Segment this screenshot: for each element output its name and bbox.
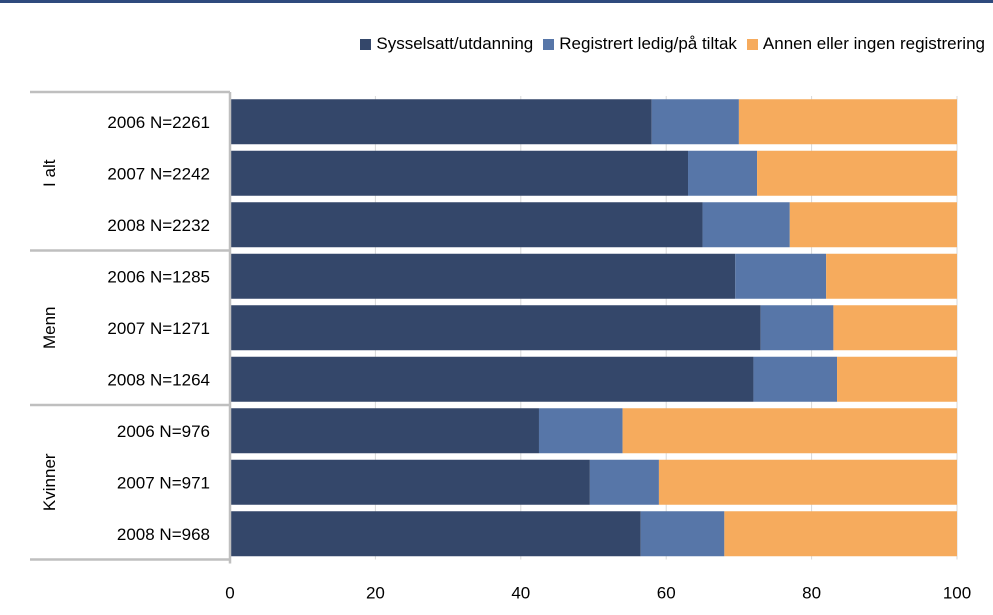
group-label: I alt	[40, 159, 59, 187]
bar-segment	[738, 99, 957, 145]
legend-swatch-other	[746, 38, 758, 50]
bar-segment	[230, 459, 590, 505]
bar-segment	[735, 253, 827, 299]
x-tick-label: 40	[511, 584, 530, 603]
bar-segment	[658, 459, 957, 505]
category-label: 2006 N=1285	[107, 267, 210, 286]
category-label: 2007 N=2242	[107, 164, 210, 183]
bar-segment	[757, 150, 957, 196]
bar-segment	[230, 356, 754, 402]
bar-segment	[230, 305, 761, 351]
bar-segment	[230, 202, 703, 248]
x-tick-label: 80	[802, 584, 821, 603]
category-label: 2008 N=1264	[107, 370, 210, 389]
category-label: 2006 N=2261	[107, 113, 210, 132]
category-label: 2007 N=971	[117, 473, 210, 492]
header-rule	[0, 0, 993, 3]
x-tick-label: 60	[657, 584, 676, 603]
bar-segment	[833, 305, 957, 351]
category-label: 2006 N=976	[117, 422, 210, 441]
bar-segment	[230, 408, 539, 454]
bar-segment	[622, 408, 957, 454]
bar-segment	[230, 511, 641, 557]
bar-segment	[753, 356, 838, 402]
bar-segment	[538, 408, 623, 454]
legend-swatch-registered	[543, 38, 555, 50]
legend-label-other: Annen eller ingen registrering	[762, 34, 985, 53]
bar-segment	[651, 99, 739, 145]
bar-segment	[760, 305, 834, 351]
bar-segment	[230, 253, 736, 299]
legend-item-registered: Registrert ledig/på tiltak	[543, 34, 737, 54]
bar-segment	[589, 459, 659, 505]
legend-swatch-employed	[360, 38, 372, 50]
x-tick-label: 20	[366, 584, 385, 603]
bar-segment	[688, 150, 758, 196]
category-label: 2008 N=968	[117, 525, 210, 544]
bar-segment	[640, 511, 725, 557]
group-label: Kvinner	[40, 453, 59, 511]
x-tick-label: 100	[943, 584, 971, 603]
legend-label-registered: Registrert ledig/på tiltak	[559, 34, 737, 53]
group-label: Menn	[40, 306, 59, 349]
bar-segment	[826, 253, 957, 299]
legend-label-employed: Sysselsatt/utdanning	[376, 34, 534, 53]
chart-legend: Sysselsatt/utdanning Registrert ledig/på…	[350, 34, 985, 54]
bar-segment	[724, 511, 957, 557]
category-label: 2007 N=1271	[107, 319, 210, 338]
category-label: 2008 N=2232	[107, 216, 210, 235]
bar-segment	[230, 150, 689, 196]
legend-item-employed: Sysselsatt/utdanning	[360, 34, 533, 54]
bar-segment	[230, 99, 652, 145]
bar-segment	[789, 202, 957, 248]
legend-item-other: Annen eller ingen registrering	[746, 34, 985, 54]
bar-segment	[837, 356, 957, 402]
x-tick-label: 0	[225, 584, 234, 603]
bar-segment	[702, 202, 790, 248]
